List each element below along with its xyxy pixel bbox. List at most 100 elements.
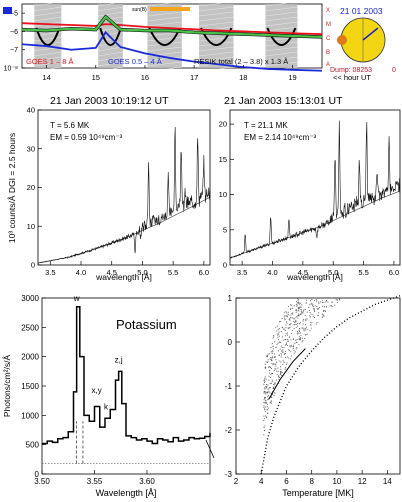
x-tick-label: 6.0 (389, 268, 399, 277)
spectrum-2-title: 21 Jan 2003 15:13:01 UT (224, 95, 343, 107)
scatter-point (294, 342, 296, 344)
scatter-point (286, 344, 289, 346)
scatter-point (277, 342, 279, 344)
scatter-point (296, 347, 298, 349)
scatter-point (290, 313, 292, 315)
scatter-point (270, 346, 272, 349)
scatter-point (272, 364, 274, 366)
scatter-point (298, 313, 300, 315)
scatter-point (283, 327, 285, 329)
scatter-point (267, 359, 269, 361)
orbit-body (337, 35, 347, 45)
x-tick-label: 3.60 (139, 477, 155, 486)
potassium-plot: 3.50 3.55 3.60 0 500 1000 1500 2000 2500 3000 w x,y… (21, 294, 211, 486)
scatter-point (323, 315, 325, 317)
scatter-point (323, 301, 325, 303)
orbit-pointer (362, 27, 379, 41)
scatter-point (315, 323, 317, 325)
scatter-point (284, 344, 286, 346)
y-tick-label: 20 (219, 120, 227, 129)
scatter-point (270, 366, 272, 369)
series-line-0 (21, 22, 323, 36)
scatter-point (310, 324, 312, 326)
scatter-point (279, 348, 281, 350)
scatter-point (266, 408, 268, 410)
scatter-point (268, 366, 270, 368)
scatter-point (288, 318, 290, 320)
scatter-point (265, 361, 267, 363)
scatter-point (318, 307, 320, 309)
scatter-point (296, 330, 298, 332)
scatter-point (269, 358, 271, 360)
spectrum-1-title: 21 Jan 2003 10:19:12 UT (50, 95, 169, 107)
scatter-point (264, 363, 266, 365)
scatter-point (271, 362, 273, 364)
hatch-line (98, 66, 123, 72)
scatter-point (278, 331, 280, 333)
scatter-point (323, 309, 325, 311)
scatter-point (289, 317, 291, 319)
scatter-point (263, 379, 266, 381)
scatter-point (298, 303, 301, 305)
scatter-point (276, 374, 278, 376)
scatter-point (267, 396, 269, 398)
scatter-point (308, 306, 310, 308)
scatter-point (297, 309, 299, 311)
scatter-point (302, 320, 304, 322)
scatter-point (337, 299, 339, 301)
y-tick-label: 0 (223, 261, 227, 270)
scatter-point (308, 309, 310, 311)
lightcurve-panel: 10⁻⁸ −7 −6 −5 14 15 16 17 18 19 sun(B) GOES 1 – … (3, 1, 371, 82)
y-tick-label: −7 (10, 47, 18, 54)
scatter-point (302, 340, 304, 342)
scatter-point (290, 307, 292, 309)
scatter-point (286, 362, 288, 364)
scatter-point (309, 315, 311, 317)
scatter-point (274, 382, 276, 384)
scatter-point (293, 305, 295, 307)
scatter-point (284, 339, 286, 341)
x-tick-label: 8 (309, 477, 314, 486)
scatter-point (339, 298, 341, 300)
scatter-point (270, 374, 272, 376)
scatter-point (300, 309, 302, 311)
scatter-point (281, 375, 283, 377)
scatter-point (316, 306, 318, 308)
hatch-line (98, 36, 123, 42)
scatter-point (303, 318, 305, 321)
spectrum-1-temperature: T = 5.6 MK (50, 121, 90, 130)
hatch-line (265, 56, 298, 62)
scatter-point (286, 316, 289, 318)
scatter-point (311, 322, 313, 324)
y-tick-label: −5 (10, 11, 18, 18)
scatter-point (289, 345, 291, 347)
scatter-point (286, 312, 288, 314)
scatter-point (290, 355, 292, 357)
scatter-point (297, 332, 299, 334)
orbit-date: 21 01 2003 (340, 6, 383, 16)
hatch-line (199, 16, 234, 22)
spectrum-1-plot: 3.5 4.0 4.5 5.0 5.5 6.0 0 10 20 30 40 (27, 106, 211, 277)
scatter-point (290, 304, 292, 307)
scatter-point (291, 346, 293, 348)
scatter-point (297, 322, 299, 324)
scatter-point (280, 371, 282, 373)
scatter-point (272, 373, 274, 375)
trend-curve (260, 295, 401, 475)
scatter-point (299, 338, 301, 340)
spectrum-2-panel: 21 Jan 2003 15:13:01 UT 3.5 4.0 4.5 5.0 5.5 6… (219, 95, 401, 282)
scatter-point (331, 305, 333, 307)
scatter-point (263, 402, 265, 404)
spectrum-1-em: EM = 0.59 10⁴⁹cm⁻³ (50, 133, 123, 142)
scatter-point (318, 303, 320, 305)
scatter-point (266, 392, 268, 394)
hatch-line (199, 11, 234, 17)
scatter-point (302, 310, 304, 312)
scatter-point (293, 321, 296, 323)
side-letter-c: C (326, 36, 331, 42)
scatter-point (273, 334, 275, 336)
scatter-point (272, 386, 275, 388)
y-tick-label: -2 (225, 426, 233, 435)
scatter-point (281, 318, 283, 320)
scatter-point (267, 398, 269, 400)
